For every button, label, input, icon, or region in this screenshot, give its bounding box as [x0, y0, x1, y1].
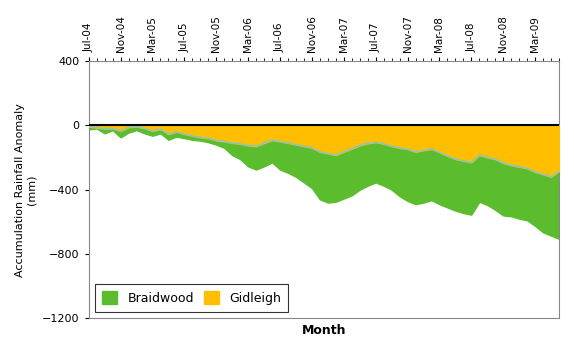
- Legend: Braidwood, Gidleigh: Braidwood, Gidleigh: [95, 284, 288, 312]
- Y-axis label: Accumulation Rainfall Anomaly
(mm): Accumulation Rainfall Anomaly (mm): [15, 103, 37, 277]
- X-axis label: Month: Month: [301, 324, 346, 337]
